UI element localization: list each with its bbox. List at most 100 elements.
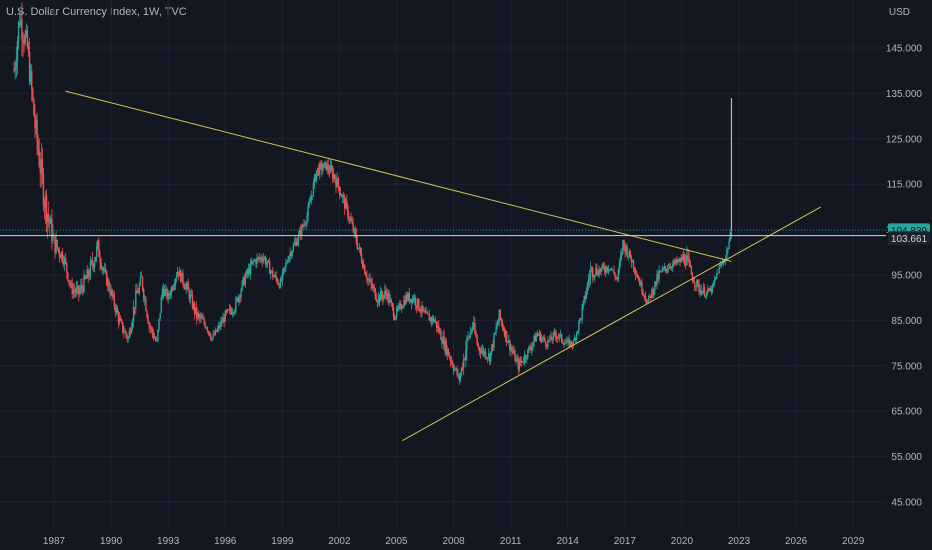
candle-body [500,318,503,323]
candle-body [397,308,399,310]
candle-body [376,301,379,303]
candle-body [134,307,136,309]
candle-body [528,347,530,350]
candle-body [112,294,114,296]
candle-body [264,257,267,265]
candle-body [67,272,69,281]
candle-body [23,41,25,44]
trendline-descending-resistance [65,90,732,262]
candle-body [160,296,163,313]
candle-body [430,317,433,322]
candle-body [136,290,138,294]
candle-body [154,338,157,341]
y-tick-label: 125.000 [886,134,923,145]
candle-body [481,348,484,351]
candle-body [442,336,444,344]
candle-body [674,260,676,264]
candle-body [374,288,377,299]
candle-body [462,358,465,369]
candle-body [94,256,97,262]
candle-body [208,331,211,337]
candle-body [91,260,94,265]
candle-body [223,317,225,322]
candle-body [308,202,310,207]
candle-body [107,280,109,286]
candle-body [54,236,56,253]
candle-body [118,318,121,323]
candle-body [716,273,718,277]
candle-body [124,331,126,333]
candle-body [161,288,164,297]
candle-body [224,310,226,322]
candle-body [642,292,644,296]
candle-body [711,284,714,293]
candle-body [678,259,680,261]
candle-body [257,257,259,259]
candle-body [295,241,298,246]
candle-body [286,262,288,264]
candle-body [86,269,88,279]
candle-body [683,255,686,264]
candle-body [35,120,37,128]
candle-body [271,270,273,272]
candle-body [563,343,565,345]
candle-body [427,313,429,315]
candle-body [652,289,654,295]
candle-body [104,268,107,272]
candle-body [603,266,606,271]
candle-body [78,285,80,295]
candle-body [662,268,665,270]
candle-body [292,245,295,252]
candle-body [407,293,409,301]
candle-body [594,275,596,277]
candle-body [205,327,207,329]
candle-body [229,308,232,312]
candle-body [452,366,455,371]
candle-body [669,266,672,268]
candle-body [483,351,486,355]
candle-body [649,295,651,297]
candle-body [540,338,543,342]
candle-body [673,260,675,264]
candle-body [221,321,223,323]
candle-body [548,340,550,342]
candle-body [372,287,374,288]
candle-body [418,298,420,310]
candle-body [687,255,689,258]
candle-body [358,247,361,249]
candle-body [635,274,638,276]
candle-body [143,289,145,299]
candle-body [587,280,590,284]
candle-body [400,303,402,309]
candle-body [420,311,422,313]
candle-body [93,261,96,268]
candle-body [631,260,634,263]
candle-body [103,268,106,271]
candle-body [705,292,708,296]
candle-body [572,340,575,346]
candle-body [425,311,427,314]
candle-body [456,368,458,375]
candle-body [626,246,628,257]
candle-body [46,214,49,223]
candle-body [189,294,192,300]
candle-body [226,309,229,312]
candle-body [477,343,480,348]
candle-body [27,46,30,52]
candle-body [247,268,250,274]
candle-body [415,297,417,306]
candle-body [241,281,243,291]
candle-body [29,70,32,82]
candle-body [259,257,261,259]
candle-body [297,233,300,242]
candle-body [549,335,551,341]
candle-body [508,340,510,343]
y-tick-label: 95.000 [891,271,922,282]
candle-body [304,224,306,226]
candle-body [270,271,272,274]
candle-body [723,261,726,263]
candle-body [401,307,403,309]
candle-body [599,269,601,272]
candle-body [479,350,482,354]
